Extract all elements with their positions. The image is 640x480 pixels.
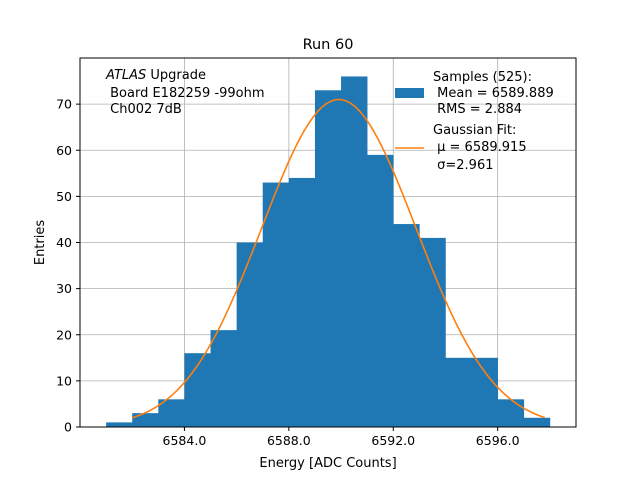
y-tick-label: 40 [56, 235, 72, 250]
atlas-label: ATLAS [105, 68, 146, 83]
histogram-bars [106, 76, 551, 428]
legend-histogram-swatch [395, 88, 424, 98]
upgrade-label: Upgrade [146, 68, 206, 83]
y-axis-ticks: 0 10 20 30 40 50 60 70 [56, 97, 80, 435]
legend: Samples (525): Mean = 6589.889 RMS = 2.8… [395, 70, 554, 173]
histogram-bar [341, 76, 368, 427]
fit-curve-line [131, 98, 545, 419]
y-tick-label: 50 [56, 189, 72, 204]
x-axis-label: Energy [ADC Counts] [259, 456, 396, 471]
y-tick-label: 10 [56, 373, 72, 388]
x-tick-label: 6592.0 [371, 433, 415, 448]
y-tick-label: 60 [56, 143, 72, 158]
histogram-bar [288, 177, 316, 427]
legend-histogram-line-1: Samples (525): [433, 70, 532, 85]
histogram-bar [471, 357, 498, 427]
histogram-bar [262, 182, 290, 427]
legend-fit-line-2: μ = 6589.915 [433, 140, 527, 155]
x-tick-label: 6588.0 [267, 433, 311, 448]
histogram-bar [106, 422, 133, 427]
y-axis-label: Entries [33, 220, 48, 266]
histogram-bar [523, 417, 551, 427]
svg-text:ATLAS Upgrade: ATLAS Upgrade [105, 68, 206, 83]
histogram-bar [236, 242, 264, 427]
chart-title: Run 60 [303, 37, 354, 53]
x-tick-label: 6596.0 [476, 433, 520, 448]
histogram-bar [314, 90, 342, 427]
legend-histogram-line-2: Mean = 6589.889 [433, 86, 554, 101]
channel-label: Ch002 7dB [106, 102, 182, 117]
y-tick-label: 30 [56, 281, 72, 296]
legend-fit-line-1: Gaussian Fit: [433, 123, 516, 138]
x-tick-label: 6584.0 [163, 433, 207, 448]
histogram-bar [367, 154, 394, 428]
histogram-bar [445, 357, 472, 427]
histogram-bar [210, 330, 237, 427]
gaussian-fit-curve [131, 98, 545, 419]
histogram-bar [393, 224, 420, 427]
y-tick-label: 20 [56, 327, 72, 342]
histogram-bar [497, 399, 525, 427]
atlas-annotation: ATLAS Upgrade Board E182259 -99ohm Ch002… [105, 68, 265, 117]
x-axis-ticks: 6584.0 6588.0 6592.0 6596.0 [163, 427, 520, 448]
histogram-bar [419, 237, 446, 427]
legend-histogram-line-3: RMS = 2.884 [433, 102, 522, 117]
histogram-bar [132, 413, 159, 427]
legend-fit-line-3: σ=2.961 [433, 158, 493, 173]
board-label: Board E182259 -99ohm [106, 86, 265, 101]
y-tick-label: 70 [56, 97, 72, 112]
histogram-bar [158, 399, 185, 427]
y-tick-label: 0 [64, 420, 72, 435]
